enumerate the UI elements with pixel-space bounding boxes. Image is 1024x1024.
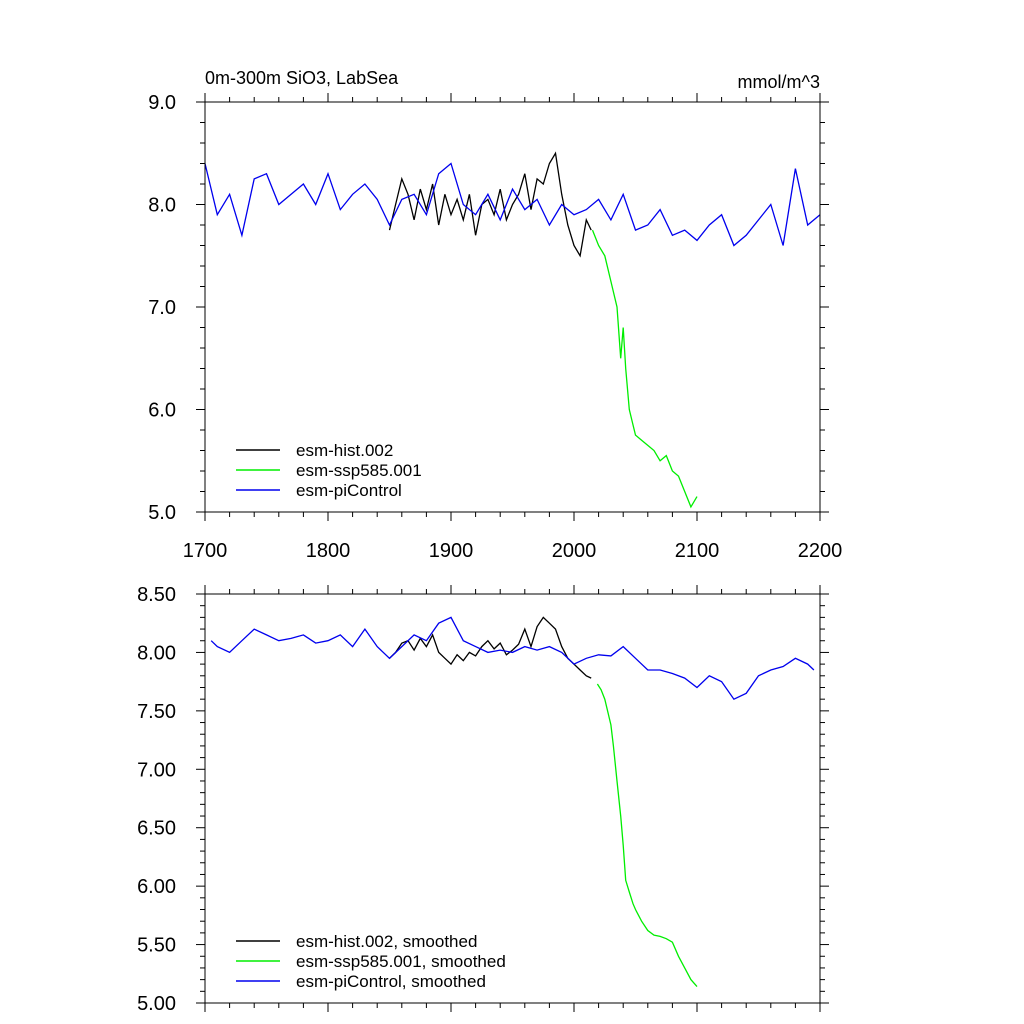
x-tick-label: 1900 — [429, 540, 474, 562]
series-line-0-2 — [204, 162, 821, 247]
y-tick-label: 7.50 — [137, 701, 176, 723]
legend-label: esm-hist.002, smoothed — [296, 932, 477, 951]
x-tick-label: 1700 — [183, 540, 228, 562]
y-tick-label: 8.0 — [148, 195, 176, 217]
top-panel: 1700 1800 1900 2000 2100 2200 5.0 6.0 7.0 8.0 9.0 0… — [148, 68, 842, 562]
units-label: mmol/m^3 — [738, 72, 820, 92]
series-line-1-2 — [210, 616, 815, 701]
y-tick-label: 5.50 — [137, 935, 176, 957]
y-tick-label: 5.0 — [148, 502, 176, 524]
y-tick-label: 5.00 — [137, 993, 176, 1015]
series-line-0-1 — [591, 229, 698, 509]
y-tick-label: 6.00 — [137, 876, 176, 898]
legend-label: esm-hist.002 — [296, 441, 393, 460]
y-tick-label: 6.0 — [148, 400, 176, 422]
y-tick-label: 8.50 — [137, 584, 176, 606]
y-tick-label: 9.0 — [148, 92, 176, 114]
series-line-1-0 — [389, 616, 592, 679]
y-tick-label: 7.00 — [137, 759, 176, 781]
x-tick-label: 2000 — [552, 540, 597, 562]
plot-frame — [204, 593, 821, 1004]
legend-label: esm-piControl — [296, 481, 402, 500]
x-tick-label: 2100 — [675, 540, 720, 562]
bottom-panel: 5.00 5.50 6.00 6.50 7.00 7.50 8.00 8.50 esm-hist… — [137, 584, 829, 1015]
legend-label: esm-ssp585.001 — [296, 461, 422, 480]
x-tick-label: 2200 — [798, 540, 843, 562]
legend-label: esm-ssp585.001, smoothed — [296, 952, 506, 971]
legend-label: esm-piControl, smoothed — [296, 972, 486, 991]
series-line-0-0 — [388, 151, 592, 258]
x-tick-label: 1800 — [306, 540, 351, 562]
series-line-1-1 — [596, 683, 698, 988]
y-tick-label: 6.50 — [137, 818, 176, 840]
chart-title: 0m-300m SiO3, LabSea — [205, 68, 399, 88]
y-tick-label: 8.00 — [137, 642, 176, 664]
y-tick-label: 7.0 — [148, 297, 176, 319]
